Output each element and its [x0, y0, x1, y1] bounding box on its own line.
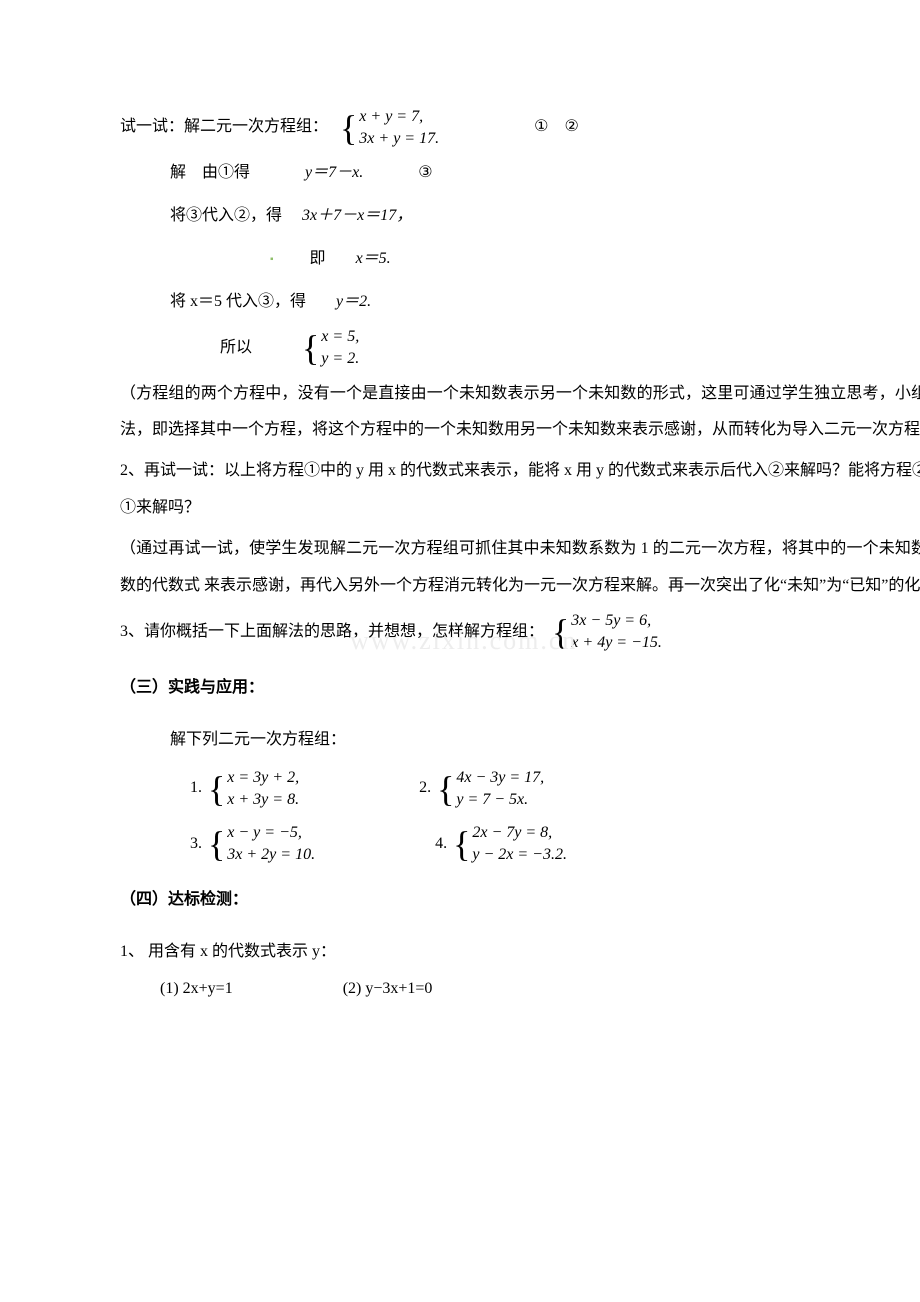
step1-label: ③ — [418, 155, 432, 192]
problem-2: 2. { 4x − 3y = 17, y = 7 − 5x. — [419, 767, 544, 810]
p3-eq2: 3x + 2y = 10. — [227, 844, 315, 866]
item3-eq1: 3x − 5y = 6, — [571, 610, 662, 632]
brace-icon: { — [552, 614, 571, 650]
step5-pre: 所以 — [220, 330, 252, 367]
accent-dot-icon: ▪ — [270, 248, 280, 271]
step-3: ▪ 即 x＝5. — [120, 241, 920, 278]
item-3: 3、请你概括一下上面解法的思路，并想想，怎样解方程组： { 3x − 5y = … — [120, 610, 920, 653]
item-2: 2、再试一试：以上将方程①中的 y 用 x 的代数式来表示，能将 x 用 y 的… — [120, 453, 920, 527]
intro-eq1: x + y = 7, — [359, 106, 439, 128]
problem-num: 3. — [190, 826, 202, 863]
problem-3: 3. { x − y = −5, 3x + 2y = 10. — [190, 822, 315, 865]
section3-head: （三）实践与应用： — [120, 670, 920, 707]
step4-pre: 将 x＝5 代入③，得 — [170, 284, 306, 321]
step1-expr: y＝7－x. — [305, 155, 363, 192]
step1-pre: 解 由①得 — [170, 155, 250, 192]
item3-text: 3、请你概括一下上面解法的思路，并想想，怎样解方程组： — [120, 614, 544, 651]
problem-row-2: 3. { x − y = −5, 3x + 2y = 10. 4. { 2x −… — [120, 822, 920, 865]
problem-num: 2. — [419, 770, 431, 807]
section4-q1: 1、 用含有 x 的代数式表示 y： — [120, 934, 920, 971]
item3-system: { 3x − 5y = 6, x + 4y = −15. — [552, 610, 662, 653]
p3-eq1: x − y = −5, — [227, 822, 315, 844]
step-4: 将 x＝5 代入③，得 y＝2. — [120, 284, 920, 321]
section4-q1a: (1) 2x+y=1 — [160, 971, 233, 1008]
step-5: 所以 { x = 5, y = 2. — [120, 326, 920, 369]
step2-expr: 3x＋7－x＝17， — [302, 198, 412, 235]
explain-para-1: （方程组的两个方程中，没有一个是直接由一个未知数表示另一个未知数的形式，这里可通… — [120, 376, 920, 450]
section4-head: （四）达标检测： — [120, 882, 920, 919]
section4-q1b: (2) y−3x+1=0 — [343, 971, 433, 1008]
intro-prefix: 试一试：解二元一次方程组： — [120, 109, 328, 146]
problem-row-1: 1. { x = 3y + 2, x + 3y = 8. 2. { 4x − 3… — [120, 767, 920, 810]
brace-icon: { — [340, 110, 359, 146]
problem-1: 1. { x = 3y + 2, x + 3y = 8. — [190, 767, 299, 810]
intro-system: { x + y = 7, 3x + y = 17. — [340, 106, 439, 149]
intro-labels: ① ② — [534, 109, 579, 146]
p1-eq1: x = 3y + 2, — [227, 767, 299, 789]
brace-icon: { — [208, 826, 227, 862]
p4-eq2: y − 2x = −3.2. — [472, 844, 567, 866]
section3-lead: 解下列二元一次方程组： — [120, 722, 920, 759]
explain-para-2: （通过再试一试，使学生发现解二元一次方程组可抓住其中未知数系数为 1 的二元一次… — [120, 531, 920, 605]
problem-4: 4. { 2x − 7y = 8, y − 2x = −3.2. — [435, 822, 567, 865]
p4-eq1: 2x − 7y = 8, — [472, 822, 567, 844]
step-1: 解 由①得 y＝7－x. ③ — [120, 155, 920, 192]
step-2: 将③代入②，得 3x＋7－x＝17， — [120, 198, 920, 235]
intro-line: 试一试：解二元一次方程组： { x + y = 7, 3x + y = 17. … — [120, 106, 920, 149]
brace-icon: { — [453, 826, 472, 862]
step2-pre: 将③代入②，得 — [170, 198, 282, 235]
step5-eq1: x = 5, — [321, 326, 359, 348]
p2-eq1: 4x − 3y = 17, — [456, 767, 544, 789]
step4-expr: y＝2. — [336, 284, 371, 321]
problem-num: 1. — [190, 770, 202, 807]
item3-eq2: x + 4y = −15. — [571, 632, 662, 654]
problem-num: 4. — [435, 826, 447, 863]
section4-subrow: (1) 2x+y=1 (2) y−3x+1=0 — [120, 971, 920, 1008]
brace-icon: { — [208, 771, 227, 807]
step5-eq2: y = 2. — [321, 348, 359, 370]
brace-icon: { — [437, 771, 456, 807]
p2-eq2: y = 7 − 5x. — [456, 789, 544, 811]
intro-eq2: 3x + y = 17. — [359, 128, 439, 150]
p1-eq2: x + 3y = 8. — [227, 789, 299, 811]
step3-pre: 即 — [310, 241, 326, 278]
step3-expr: x＝5. — [356, 241, 391, 278]
brace-icon: { — [302, 330, 321, 366]
